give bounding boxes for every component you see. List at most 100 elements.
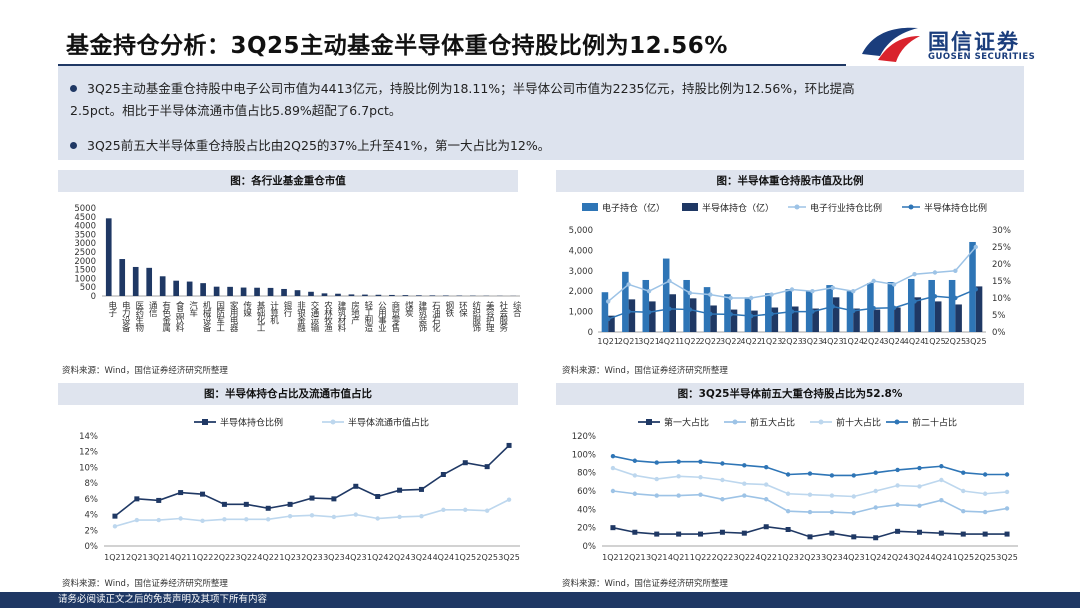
x-tick-label: 1Q24: [842, 337, 864, 346]
electronics-ratio-line-point: [912, 272, 917, 277]
x-tick-label: 社会服务: [498, 300, 508, 333]
semiconductor-ratio-line-point: [953, 295, 958, 301]
bullet-dot: [70, 142, 77, 149]
series-point: [895, 502, 900, 507]
x-tick-label: 4Q23: [822, 337, 844, 346]
semiconductor-ratio-line-point: [626, 309, 631, 314]
x-tick-label: 环保: [457, 301, 467, 318]
legend-label: 第一大占比: [664, 417, 709, 429]
legend-label: 电子行业持仓比例: [810, 202, 882, 214]
series-point: [807, 509, 813, 515]
electronics-bar: [785, 289, 792, 332]
x-tick-label: 有色金属: [161, 300, 171, 333]
series-point: [785, 527, 791, 532]
y-tick-label: 120%: [572, 432, 596, 442]
series-point: [112, 513, 118, 519]
semiconductor-ratio-line-point: [728, 312, 733, 317]
x-tick-label: 3Q23: [802, 337, 824, 346]
x-tick-label: 3Q22: [236, 553, 258, 562]
x-tick-label: 机械设备: [201, 300, 211, 333]
semiconductor-ratio-line-point: [687, 307, 693, 312]
legend-label: 电子持仓（亿）: [602, 202, 665, 214]
y-tick-label: 1500: [74, 266, 96, 276]
legend-label: 半导体流通市值占比: [348, 417, 429, 429]
series-point: [698, 475, 703, 480]
semiconductor-bar: [914, 297, 922, 332]
series-point: [939, 497, 944, 503]
series-point: [764, 464, 769, 470]
x-tick-label: 1Q22: [690, 553, 712, 562]
series-point: [742, 481, 747, 486]
x-tick-label: 1Q23: [777, 553, 799, 562]
series-point: [1004, 506, 1010, 511]
x-tick-label: 3Q23: [821, 553, 843, 562]
legend-marker: [646, 419, 652, 425]
series-point: [939, 464, 944, 469]
y-tick-label: 4%: [85, 511, 99, 521]
x-tick-label: 煤炭: [403, 300, 413, 318]
series-point: [873, 470, 878, 475]
series-point: [156, 517, 161, 523]
semiconductor-bar: [894, 307, 901, 332]
x-tick-label: 1Q25: [952, 553, 974, 562]
series-point: [1004, 531, 1010, 537]
series-point: [610, 465, 616, 471]
x-tick-label: 国防军工: [215, 301, 225, 332]
y-tick-label: 8%: [85, 479, 99, 489]
series-point: [676, 459, 681, 464]
series-point: [698, 531, 704, 537]
chart4-title: 图：3Q25半导体前五大重仓持股占比为52.8%: [556, 383, 1024, 405]
legend-label: 前五大占比: [750, 417, 795, 429]
semiconductor-bar: [710, 305, 717, 332]
y-tick-label: 4500: [74, 213, 96, 223]
x-tick-label: 2Q25: [476, 553, 498, 562]
x-tick-label: 建筑材料: [336, 300, 346, 333]
series-point: [610, 453, 616, 459]
series-point: [873, 535, 879, 541]
x-tick-label: 1Q25: [454, 553, 476, 562]
series-point: [982, 491, 988, 496]
x-tick-label: 2Q21: [126, 553, 148, 562]
electronics-ratio-line-point: [667, 278, 672, 284]
chart2-title: 图：半导体重仓持股市值及比例: [556, 170, 1024, 192]
x-tick-label: 4Q23: [345, 553, 367, 562]
x-tick-label: 食品饮料: [174, 300, 184, 333]
semiconductor-bar: [792, 306, 799, 332]
semiconductor-bar: [771, 307, 779, 332]
semiconductor-ratio-line-point: [748, 313, 754, 319]
electronics-bar: [969, 241, 976, 332]
semiconductor-ratio-line-point: [851, 308, 856, 314]
semiconductor-bar: [975, 286, 983, 332]
legend-marker: [202, 419, 208, 425]
x-tick-label: 4Q24: [433, 553, 455, 562]
x-tick-label: 4Q23: [843, 553, 865, 562]
y-tick-label: 12%: [79, 448, 98, 458]
series-point: [178, 490, 184, 496]
industry-bar: [119, 259, 126, 296]
x-tick-label: 2Q23: [301, 553, 323, 562]
series-point: [720, 497, 725, 502]
series-point: [676, 474, 681, 479]
x-tick-label: 2Q23: [799, 553, 821, 562]
electronics-bar: [846, 291, 854, 332]
series-point: [222, 517, 227, 522]
x-tick-label: 2Q23: [781, 337, 803, 346]
y-right-tick-label: 30%: [992, 226, 1011, 236]
x-tick-label: 2Q21: [618, 337, 640, 346]
electronics-bar: [601, 292, 609, 332]
industry-bar: [186, 281, 193, 296]
chart4-source: 资料来源：Wind，国信证券经济研究所整理: [562, 579, 728, 589]
series-point: [178, 516, 183, 521]
series-point: [720, 477, 725, 483]
y-tick-label: 2%: [85, 526, 99, 536]
x-tick-label: 电子: [107, 300, 117, 317]
series-point: [917, 465, 922, 471]
industry-bar: [240, 287, 247, 296]
x-tick-label: 基础化工: [255, 300, 265, 332]
x-tick-label: 4Q21: [668, 553, 690, 562]
x-tick-label: 4Q21: [170, 553, 192, 562]
series-point: [698, 492, 703, 497]
y-tick-label: 0%: [583, 542, 597, 552]
series-point: [829, 509, 835, 515]
